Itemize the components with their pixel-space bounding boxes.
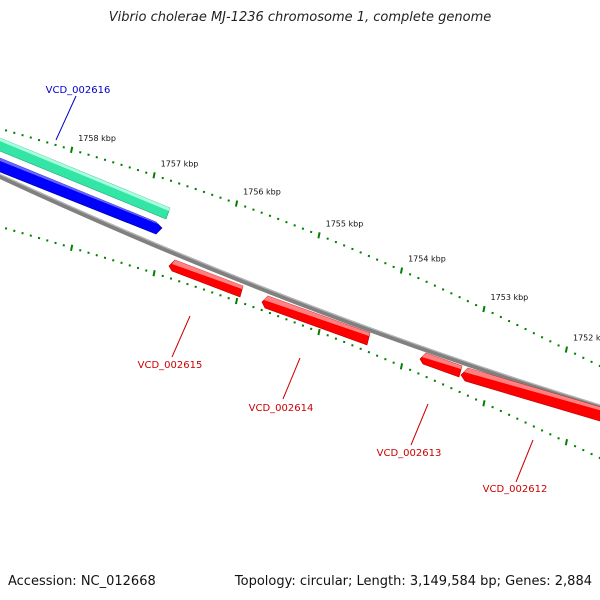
ruler-label: 1753 kbp xyxy=(491,293,529,302)
label-line-vcd-002612 xyxy=(515,439,534,483)
gene-vcd-002616-blue-highlight xyxy=(0,158,158,224)
ruler-label: 1756 kbp xyxy=(243,188,281,197)
gene-vcd-002614-highlight xyxy=(264,296,370,336)
ruler-label: 1754 kbp xyxy=(408,255,446,264)
inner-tick-ruler xyxy=(4,227,600,460)
gene-vcd-002615-highlight xyxy=(172,260,243,289)
gene-vcd-002612-highlight xyxy=(464,368,600,411)
inner-major-tick xyxy=(152,270,156,277)
map-title: Vibrio cholerae MJ-1236 chromosome 1, co… xyxy=(108,10,492,25)
gene-label-vcd-002612[interactable]: VCD_002612 xyxy=(483,484,548,495)
outer-major-tick xyxy=(70,146,74,153)
label-line-vcd-002613 xyxy=(410,403,429,446)
ruler-label: 1752 kbp xyxy=(573,334,600,343)
outer-major-tick xyxy=(234,200,239,207)
backbone-highlight xyxy=(0,173,600,406)
backbone-line xyxy=(0,173,600,410)
genome-summary-text: Topology: circular; Length: 3,149,584 bp… xyxy=(234,574,592,589)
gene-label-vcd-002614[interactable]: VCD_002614 xyxy=(249,403,314,414)
ruler-label: 1755 kbp xyxy=(326,219,364,228)
inner-major-tick xyxy=(399,363,404,370)
outer-major-tick xyxy=(482,305,486,313)
gene-vcd-002616-green-highlight xyxy=(0,138,170,211)
inner-major-tick xyxy=(564,439,568,446)
gene-label-vcd-002615[interactable]: VCD_002615 xyxy=(138,360,203,371)
gene-label-vcd-002616[interactable]: VCD_002616 xyxy=(46,85,111,96)
outer-tick-ruler xyxy=(4,129,600,368)
accession-text: Accession: NC_012668 xyxy=(8,574,156,589)
ruler-labels: 1758 kbp 1757 kbp 1756 kbp 1755 kbp 1754 kbp… xyxy=(78,134,600,343)
inner-major-tick xyxy=(234,297,239,305)
label-line-vcd-002614 xyxy=(282,357,301,400)
gene-vcd-002615-feature[interactable] xyxy=(168,259,244,298)
ruler-label: 1758 kbp xyxy=(78,134,116,143)
outer-major-tick xyxy=(564,346,568,353)
outer-major-tick xyxy=(317,232,321,239)
outer-major-tick xyxy=(399,267,404,274)
ruler-label: 1757 kbp xyxy=(161,159,199,168)
gene-vcd-002616-feature[interactable] xyxy=(0,136,171,235)
gene-label-vcd-002613[interactable]: VCD_002613 xyxy=(377,448,442,459)
inner-major-tick xyxy=(70,244,74,252)
label-line-vcd-002616 xyxy=(55,95,77,141)
gene-vcd-002613-feature[interactable] xyxy=(419,352,463,378)
gene-vcd-002613-highlight xyxy=(422,353,462,369)
label-line-vcd-002615 xyxy=(171,315,191,358)
inner-major-tick xyxy=(482,400,486,407)
inner-major-tick xyxy=(317,328,321,336)
outer-major-tick xyxy=(152,172,156,179)
gene-vcd-002612-feature[interactable] xyxy=(460,367,600,424)
gene-vcd-002614-feature[interactable] xyxy=(261,295,371,346)
